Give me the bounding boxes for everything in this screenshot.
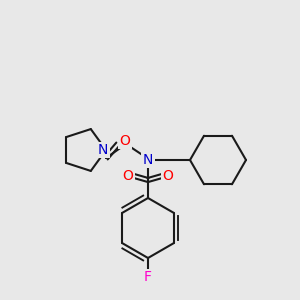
Text: O: O	[120, 134, 130, 148]
Text: N: N	[143, 153, 153, 167]
Text: O: O	[123, 169, 134, 183]
Text: F: F	[144, 270, 152, 284]
Text: N: N	[98, 143, 108, 157]
Text: O: O	[163, 169, 173, 183]
